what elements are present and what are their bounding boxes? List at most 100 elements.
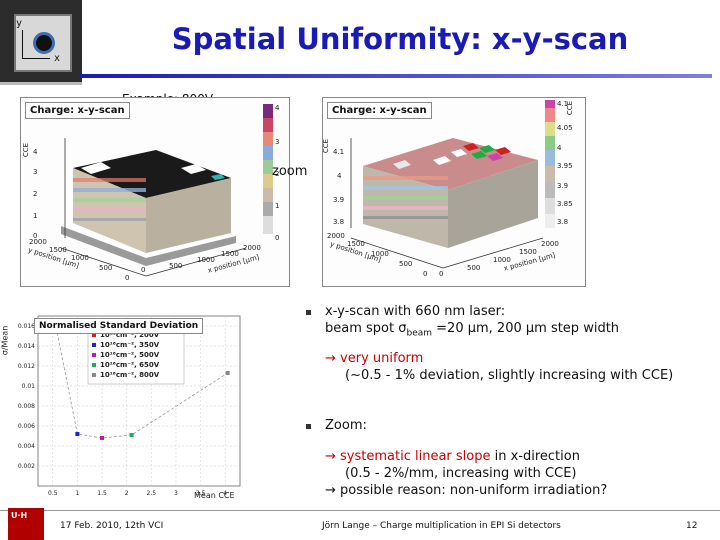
footer-date: 17 Feb. 2010, 12th VCI [60,521,164,531]
footer-author: Jörn Lange – Charge multiplication in EP… [322,521,561,531]
bullet-xy-scan: x-y-scan with 660 nm laser: beam spot σb… [325,303,715,343]
x-tick-label: 4 [223,490,227,497]
data-point [75,432,80,436]
legend-entry: 10¹⁶cm⁻², 200V [100,331,160,339]
x-tick-label: 2 [125,490,129,497]
left-y-tick: 1500 [49,246,67,254]
left-x-tick: 2000 [243,244,261,252]
beam-spot-text: beam spot [325,321,399,336]
legend-marker [92,353,96,357]
sensor-photo: y x [0,0,82,85]
left-y-tick: 0 [125,274,130,282]
plot-left-frame: Charge: x-y-scan CCE 4 3 2 1 0 4 3 2 1 0… [20,97,290,287]
x-tick-label: 1 [76,490,80,497]
right-cb-tick: 3.9 [557,182,569,190]
left-y-tick: 500 [99,264,113,272]
left-z-tick: 1 [33,212,38,220]
data-point [225,371,230,375]
bullet-xy-line2: beam spot σbeam =20 μm, 200 μm step widt… [325,320,715,343]
university-logo: U·H [8,508,44,540]
right-x-tick: 1500 [519,248,537,256]
slope-direction: in x-direction [490,449,580,464]
right-z-tick: 3.8 [333,218,345,226]
y-tick-label: 0.014 [18,343,35,350]
left-y-tick: 2000 [29,238,47,246]
slide-title: Spatial Uniformity: x-y-scan [171,22,629,56]
left-x-tick: 1500 [221,250,239,258]
y-tick-label: 0.012 [18,363,35,370]
footer-rule [0,510,720,511]
chart-x-label: Mean CCE [194,491,235,500]
left-z-tick: 3 [33,168,38,176]
coord-x-axis [22,58,50,59]
bullet-marker [306,310,311,315]
plot-left-z-label: CCE [22,142,31,158]
bullet-marker [306,424,311,429]
left-z-tick: 4 [33,148,38,156]
right-y-tick: 0 [423,270,428,278]
right-cb-tick: 3.85 [557,200,573,208]
right-y-tick: 2000 [327,232,345,240]
zoom-label: zoom [272,164,308,179]
uniform-detail: (~0.5 - 1% deviation, slightly increasin… [345,368,674,383]
std-dev-chart: 0.002 0.004 0.006 0.008 0.01 0.012 0.014 0.016 0… [0,308,248,504]
plot-left-surface [60,104,273,277]
plot-right-frame: Charge: x-y-scan CCE CCE 4.1 4 3.9 3.8 4… [322,97,586,287]
legend-marker [92,333,96,337]
uniform-text: very uniform [335,351,424,366]
left-cb-tick: 1 [275,202,280,210]
left-cb-tick: 3 [275,138,280,146]
right-cb-tick: 4.05 [557,124,573,132]
bullet-zoom-result: → systematic linear slope in x-direction… [325,448,715,499]
right-cb-tick: 4.1 [557,100,569,108]
legend-entry: 10¹⁶cm⁻², 650V [100,361,160,369]
y-tick-label: 0.002 [18,463,35,470]
left-x-tick: 0 [141,266,146,274]
coord-y-label: y [16,18,23,29]
plot-right-title: Charge: x-y-scan [327,102,432,119]
right-surface-layers [363,138,538,248]
bullet-zoom: Zoom: [325,418,367,433]
legend-entry: 10¹⁶cm⁻², 500V [100,351,160,359]
left-cb-tick: 4 [275,104,280,112]
sensor-aperture [33,32,55,54]
slope-detail: (0.5 - 2%/mm, increasing with CCE) [345,466,577,481]
coord-y-axis [22,30,23,58]
sensor-pad [14,14,72,72]
bullet-uniform-result: → very uniform (~0.5 - 1% deviation, sli… [325,350,715,384]
page-number: 12 [686,521,698,531]
sigma-symbol: σ [398,321,407,336]
legend-marker [92,373,96,377]
std-dev-chart-svg: 0.002 0.004 0.006 0.008 0.01 0.012 0.014 0.016 0… [18,315,241,497]
right-z-tick: 4 [337,172,342,180]
arrow-icon: → [325,483,336,498]
right-cb-tick: 3.95 [557,162,573,170]
plot-right-surface [350,100,555,269]
x-tick-label: 3 [174,490,178,497]
right-x-tick: 1000 [493,256,511,264]
legend-marker [92,343,96,347]
data-point [129,433,134,437]
right-y-tick: 1500 [347,240,365,248]
right-y-tick: 1000 [371,250,389,258]
y-tick-label: 0.008 [18,403,35,410]
y-tick-label: 0.01 [22,383,36,390]
arrow-icon: → [325,351,336,366]
data-point [100,436,105,440]
reason-text: possible reason: non-uniform irradiation… [335,483,608,498]
right-x-tick: 2000 [541,240,559,248]
chart-y-label: σ/Mean [0,325,10,356]
beam-subscript: beam [406,328,433,339]
right-x-tick: 0 [439,270,444,278]
left-x-tick: 500 [169,262,183,270]
right-cb-tick: 3.8 [557,218,569,226]
legend-marker [92,363,96,367]
right-y-tick: 500 [399,260,413,268]
beam-spot-value: =20 μm, 200 μm step width [432,321,620,336]
right-cb-tick: 4 [557,144,562,152]
logo-text: U·H [11,511,28,520]
trend-line [54,322,228,439]
arrow-icon: → [325,449,336,464]
y-tick-label: 0.006 [18,423,35,430]
left-z-tick: 0 [33,232,38,240]
